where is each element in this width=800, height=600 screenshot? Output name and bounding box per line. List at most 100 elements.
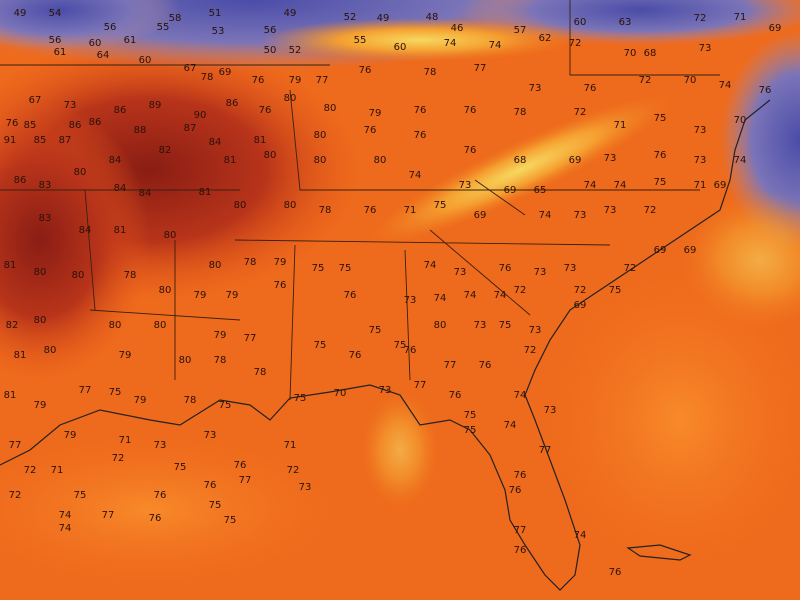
temperature-label: 77 xyxy=(239,475,252,486)
temperature-label: 76 xyxy=(6,118,19,129)
temperature-label: 77 xyxy=(102,510,115,521)
temperature-label: 76 xyxy=(149,513,162,524)
temperature-label: 76 xyxy=(479,360,492,371)
temperature-label: 75 xyxy=(339,263,352,274)
temperature-label: 80 xyxy=(374,155,387,166)
temperature-label: 80 xyxy=(34,267,47,278)
temperature-label: 78 xyxy=(184,395,197,406)
temperature-label: 78 xyxy=(319,205,332,216)
temperature-label: 76 xyxy=(514,470,527,481)
temperature-label: 75 xyxy=(434,200,447,211)
temperature-label: 60 xyxy=(394,42,407,53)
temperature-label: 68 xyxy=(514,155,527,166)
temperature-label: 80 xyxy=(284,200,297,211)
temperature-label: 78 xyxy=(201,72,214,83)
temperature-label: 74 xyxy=(409,170,422,181)
temperature-label: 78 xyxy=(244,257,257,268)
temperature-label: 74 xyxy=(574,530,587,541)
temperature-label: 76 xyxy=(404,345,417,356)
temperature-label: 80 xyxy=(159,285,172,296)
temperature-label: 71 xyxy=(404,205,417,216)
temperature-label: 72 xyxy=(644,205,657,216)
temperature-label: 75 xyxy=(499,320,512,331)
temperature-label: 73 xyxy=(604,205,617,216)
temperature-label: 50 xyxy=(264,45,277,56)
temperature-label: 77 xyxy=(316,75,329,86)
temperature-label: 75 xyxy=(174,462,187,473)
temperature-label: 73 xyxy=(379,385,392,396)
temperature-label: 80 xyxy=(154,320,167,331)
temperature-label: 85 xyxy=(24,120,37,131)
temperature-label: 78 xyxy=(214,355,227,366)
temperature-label: 71 xyxy=(119,435,132,446)
temperature-label: 72 xyxy=(574,107,587,118)
temperature-label: 80 xyxy=(44,345,57,356)
temperature-label: 76 xyxy=(364,205,377,216)
temperature-label: 75 xyxy=(74,490,87,501)
temperature-label: 73 xyxy=(404,295,417,306)
temperature-label: 78 xyxy=(254,367,267,378)
temperature-label: 80 xyxy=(314,130,327,141)
temperature-label: 56 xyxy=(104,22,117,33)
temperature-label: 76 xyxy=(759,85,772,96)
temperature-label: 86 xyxy=(14,175,27,186)
temperature-label: 68 xyxy=(644,48,657,59)
temperature-label: 71 xyxy=(51,465,64,476)
temperature-label: 75 xyxy=(224,515,237,526)
temperature-label: 74 xyxy=(444,38,457,49)
temperature-label: 77 xyxy=(514,525,527,536)
temperature-label: 79 xyxy=(214,330,227,341)
temperature-label: 72 xyxy=(574,285,587,296)
temperature-label: 84 xyxy=(139,188,152,199)
temperature-label: 84 xyxy=(209,137,222,148)
temperature-label: 69 xyxy=(684,245,697,256)
temperature-label: 75 xyxy=(369,325,382,336)
temperature-label: 80 xyxy=(264,150,277,161)
temperature-label: 49 xyxy=(284,8,297,19)
temperature-label: 73 xyxy=(564,263,577,274)
temperature-label: 87 xyxy=(184,123,197,134)
temperature-label: 76 xyxy=(349,350,362,361)
temperature-label: 74 xyxy=(614,180,627,191)
temperature-label: 77 xyxy=(79,385,92,396)
temperature-label: 55 xyxy=(157,22,170,33)
temperature-label: 76 xyxy=(204,480,217,491)
temperature-label: 73 xyxy=(694,155,707,166)
temperature-label: 90 xyxy=(194,110,207,121)
temperature-label: 72 xyxy=(639,75,652,86)
temperature-label: 70 xyxy=(734,115,747,126)
temperature-label: 69 xyxy=(569,155,582,166)
temperature-label: 53 xyxy=(212,26,225,37)
temperature-label: 76 xyxy=(359,65,372,76)
temperature-label: 76 xyxy=(449,390,462,401)
temperature-label: 73 xyxy=(204,430,217,441)
temperature-label: 80 xyxy=(324,103,337,114)
temperature-label: 80 xyxy=(74,167,87,178)
temperature-label: 69 xyxy=(574,300,587,311)
temperature-label: 76 xyxy=(364,125,377,136)
temperature-label: 74 xyxy=(514,390,527,401)
temperature-label: 89 xyxy=(149,100,162,111)
temperature-label: 79 xyxy=(369,108,382,119)
temperature-label: 80 xyxy=(234,200,247,211)
temperature-label: 73 xyxy=(574,210,587,221)
temperature-label: 80 xyxy=(109,320,122,331)
temperature-label: 80 xyxy=(284,93,297,104)
temperature-label: 87 xyxy=(59,135,72,146)
temperature-label: 76 xyxy=(464,145,477,156)
temperature-label: 69 xyxy=(474,210,487,221)
temperature-label: 79 xyxy=(34,400,47,411)
temperature-label: 74 xyxy=(734,155,747,166)
temperature-label: 84 xyxy=(79,225,92,236)
temperature-label: 84 xyxy=(109,155,122,166)
temperature-label: 79 xyxy=(194,290,207,301)
temperature-label: 69 xyxy=(219,67,232,78)
temperature-label: 52 xyxy=(289,45,302,56)
temperature-label: 75 xyxy=(394,340,407,351)
temperature-label: 49 xyxy=(14,8,27,19)
temperature-label: 79 xyxy=(119,350,132,361)
temperature-label: 73 xyxy=(604,153,617,164)
temperature-label: 74 xyxy=(59,523,72,534)
temperature-label: 49 xyxy=(377,13,390,24)
